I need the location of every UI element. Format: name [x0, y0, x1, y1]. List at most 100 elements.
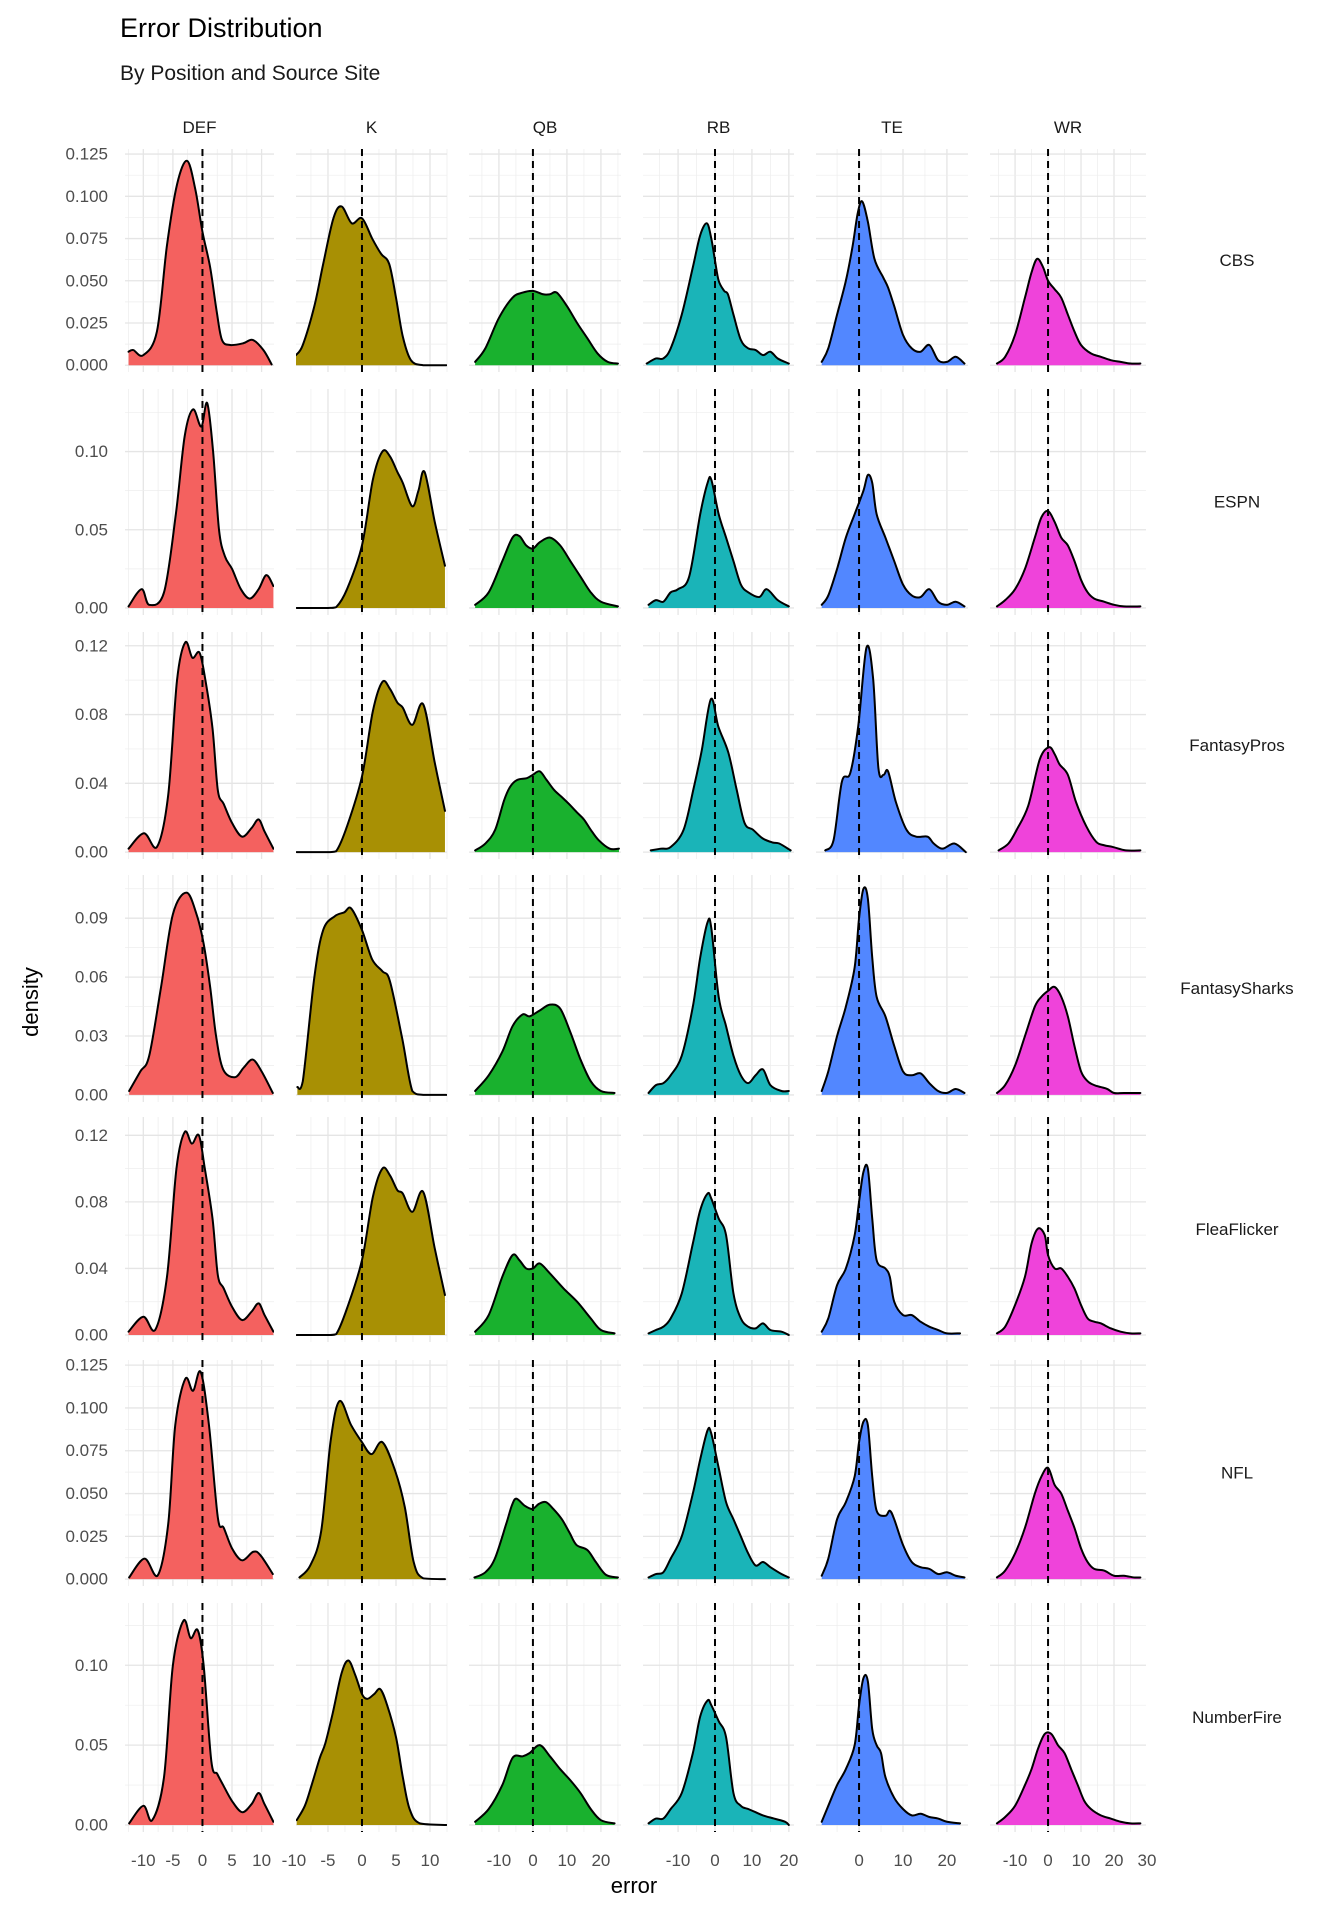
density-area-NFL-DEF [129, 1371, 273, 1580]
panel-FantasySharks-RB [643, 875, 794, 1102]
panel-FantasyPros-RB [643, 632, 794, 859]
density-area-FantasySharks-QB [475, 1004, 615, 1095]
y-tick-label: 0.05 [75, 520, 108, 539]
x-tick-label: 10 [742, 1851, 761, 1870]
density-area-FleaFlicker-QB [475, 1254, 615, 1336]
density-area-CBS-DEF [128, 160, 272, 366]
panel-ESPN-TE [816, 389, 968, 615]
panel-ESPN-WR [990, 389, 1146, 615]
panel-FleaFlicker-K [296, 1117, 448, 1342]
density-area-ESPN-RB [648, 476, 789, 608]
density-curve-CBS-TE [820, 200, 966, 365]
y-tick-label: 0.00 [75, 1815, 108, 1834]
density-area-NFL-QB [474, 1498, 618, 1580]
density-area-CBS-K [296, 206, 447, 366]
x-tick-label: 0 [357, 1851, 366, 1870]
density-curve-FantasySharks-QB [474, 1003, 616, 1094]
panel-NumberFire-WR [990, 1603, 1146, 1832]
y-axis-title: density [18, 967, 43, 1037]
density-area-NFL-RB [648, 1427, 789, 1580]
y-tick-label: 0.12 [75, 1126, 108, 1145]
y-tick-label: 0.025 [65, 1527, 108, 1546]
y-tick-label: 0.05 [75, 1736, 108, 1755]
x-tick-label: -10 [487, 1851, 512, 1870]
density-area-CBS-QB [475, 290, 618, 366]
density-curve-FantasySharks-DEF [128, 891, 274, 1094]
panel-FantasyPros-K [296, 632, 448, 859]
y-tick-label: 0.06 [75, 968, 108, 987]
x-tick-label: 0 [1043, 1851, 1052, 1870]
panel-CBS-TE [816, 149, 968, 372]
row-strip-label-NFL: NFL [1221, 1464, 1253, 1483]
chart-subtitle: By Position and Source Site [120, 62, 380, 85]
y-tick-label: 0.025 [65, 314, 108, 333]
x-tick-label: 10 [894, 1851, 913, 1870]
density-curve-ESPN-RB [647, 475, 790, 608]
density-area-ESPN-WR [996, 510, 1141, 608]
panel-CBS-K [296, 149, 448, 372]
panel-FantasySharks-QB [469, 875, 621, 1102]
panel-FantasyPros-TE [816, 632, 968, 859]
panel-NumberFire-DEF [125, 1603, 274, 1832]
x-tick-label: 10 [421, 1851, 440, 1870]
y-tick-label: 0.03 [75, 1027, 108, 1046]
x-tick-label: -5 [165, 1851, 180, 1870]
density-curve-FantasySharks-WR [995, 985, 1142, 1095]
column-strip-label-WR: WR [1054, 118, 1082, 137]
density-area-NumberFire-WR [996, 1732, 1141, 1825]
density-curve-FantasyPros-QB [474, 770, 620, 852]
density-curve-CBS-DEF [127, 159, 273, 366]
density-curve-FleaFlicker-K [296, 1166, 446, 1337]
panel-FleaFlicker-DEF [125, 1117, 274, 1342]
density-curve-FantasyPros-K [296, 679, 446, 854]
density-area-FantasyPros-TE [825, 645, 966, 853]
density-curve-FantasyPros-TE [824, 644, 967, 854]
y-tick-label: 0.000 [65, 1570, 108, 1589]
panel-FleaFlicker-QB [469, 1117, 621, 1342]
density-curve-NumberFire-DEF [128, 1618, 274, 1825]
panel-CBS-DEF [125, 149, 274, 372]
density-curve-NumberFire-WR [995, 1731, 1142, 1825]
density-area-ESPN-QB [475, 534, 618, 608]
row-strip-label-NumberFire: NumberFire [1192, 1708, 1282, 1727]
column-strip-label-QB: QB [533, 118, 558, 137]
panel-CBS-RB [643, 149, 794, 372]
density-area-FleaFlicker-RB [648, 1192, 789, 1336]
panel-FantasySharks-K [296, 875, 448, 1102]
panel-ESPN-K [296, 389, 448, 615]
facet-panels [125, 149, 1146, 1832]
density-curve-ESPN-TE [820, 473, 966, 608]
row-strip-label-FantasyPros: FantasyPros [1189, 736, 1284, 755]
y-tick-label: 0.08 [75, 1192, 108, 1211]
density-curve-ESPN-WR [995, 509, 1142, 608]
density-area-FantasySharks-K [297, 907, 447, 1095]
x-tick-label: 20 [779, 1851, 798, 1870]
row-strip-label-ESPN: ESPN [1214, 493, 1260, 512]
chart-title: Error Distribution [120, 13, 323, 43]
panel-NFL-WR [990, 1360, 1146, 1586]
density-curve-CBS-QB [474, 289, 619, 365]
x-axis-title: error [611, 1873, 657, 1898]
density-area-FleaFlicker-WR [996, 1228, 1141, 1336]
panel-FleaFlicker-TE [816, 1117, 968, 1342]
x-tick-label: 0 [854, 1851, 863, 1870]
panel-CBS-WR [990, 149, 1146, 372]
column-strip-label-DEF: DEF [183, 118, 217, 137]
density-curve-ESPN-K [296, 449, 446, 609]
panel-NFL-TE [816, 1360, 968, 1586]
density-area-NumberFire-TE [821, 1674, 961, 1825]
density-area-FantasySharks-DEF [129, 892, 273, 1095]
panel-CBS-QB [469, 149, 621, 372]
x-tick-label: -10 [131, 1851, 156, 1870]
y-tick-label: 0.00 [75, 1326, 108, 1345]
density-curve-NumberFire-K [296, 1659, 447, 1826]
column-strip-label-RB: RB [707, 118, 731, 137]
row-strip-label-CBS: CBS [1220, 251, 1255, 270]
x-tick-label: 10 [557, 1851, 576, 1870]
density-area-FantasyPros-K [296, 680, 445, 853]
density-curve-NFL-TE [820, 1417, 966, 1579]
density-curve-ESPN-DEF [127, 401, 274, 608]
density-area-FleaFlicker-TE [821, 1164, 961, 1336]
